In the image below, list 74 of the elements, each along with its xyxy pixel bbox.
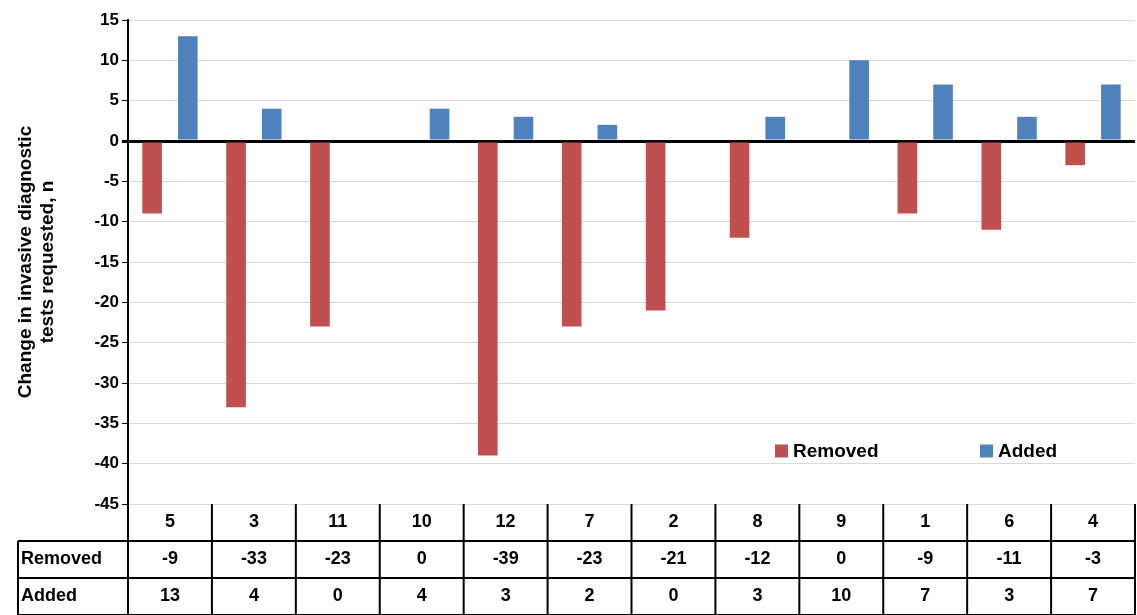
legend-label: Added [998, 439, 1058, 461]
legend-label: Removed [793, 439, 879, 461]
data-label: 4 [416, 585, 427, 606]
bar [1101, 84, 1121, 140]
x-tick-label: 9 [836, 511, 847, 532]
data-label: -21 [660, 548, 687, 569]
bar [645, 142, 666, 311]
y-tick-label: -35 [94, 413, 119, 433]
bar [142, 142, 162, 214]
bar [729, 142, 750, 238]
x-tick-label: 8 [752, 511, 763, 532]
data-label: -39 [492, 548, 519, 569]
y-tick-label: -20 [94, 292, 119, 312]
bar [477, 142, 498, 456]
bar [897, 142, 918, 214]
x-tick-label: 11 [328, 511, 348, 532]
x-tick-label: 3 [248, 511, 259, 532]
y-tick-label: -25 [94, 332, 119, 352]
x-tick-label: 10 [411, 511, 432, 532]
x-tick-label: 5 [164, 511, 175, 532]
x-tick-label: 4 [1088, 511, 1099, 532]
bar [226, 142, 246, 408]
y-tick-label: -40 [94, 453, 119, 473]
x-tick-label: 1 [920, 511, 931, 532]
bar [765, 116, 786, 140]
bar [429, 108, 450, 140]
data-label: 3 [752, 585, 763, 606]
data-label: -3 [1085, 548, 1102, 569]
data-label: 13 [159, 585, 180, 606]
data-label: 0 [668, 585, 679, 606]
y-tick-label: -10 [94, 211, 119, 231]
bar [597, 124, 618, 140]
data-label: -9 [161, 548, 178, 569]
y-tick-label: -15 [94, 251, 119, 271]
data-label: 3 [1004, 585, 1015, 606]
y-tick-label: 10 [100, 50, 119, 70]
x-tick-label: 6 [1004, 511, 1015, 532]
text: Removed [21, 548, 103, 569]
data-label: -23 [576, 548, 603, 569]
data-label: -33 [240, 548, 267, 569]
bar [561, 142, 582, 327]
data-label: 2 [584, 585, 595, 606]
bar [310, 142, 330, 327]
data-label: 4 [248, 585, 259, 606]
data-label: 0 [332, 585, 343, 606]
data-label: 7 [1088, 585, 1099, 606]
x-tick-label: 12 [495, 511, 516, 532]
bar [981, 142, 1002, 230]
bar [1065, 142, 1086, 166]
text: Added [21, 585, 77, 606]
y-tick-label: -5 [103, 171, 119, 191]
bar [849, 60, 869, 140]
x-tick-label: 2 [668, 511, 679, 532]
data-label: -11 [996, 548, 1022, 569]
data-label: -23 [324, 548, 351, 569]
data-label: -9 [917, 548, 934, 569]
data-label: 7 [920, 585, 931, 606]
data-label: -12 [744, 548, 771, 569]
x-tick-label: 7 [584, 511, 595, 532]
y-tick-label: 0 [109, 130, 119, 150]
y-tick-label: 15 [100, 9, 119, 29]
y-tick-label: 5 [109, 90, 119, 110]
data-label: 3 [500, 585, 511, 606]
bar [177, 36, 198, 140]
y-axis-title: Change in invasive diagnostic tests requested, n [13, 125, 58, 399]
bar [1017, 116, 1037, 140]
data-label: 0 [836, 548, 847, 569]
bar [513, 116, 534, 140]
bar [261, 108, 282, 140]
data-label: 0 [416, 548, 427, 569]
y-tick-label: -30 [94, 372, 119, 392]
bar [933, 84, 953, 140]
data-label: 10 [831, 585, 852, 606]
y-tick-label: -45 [94, 493, 119, 513]
